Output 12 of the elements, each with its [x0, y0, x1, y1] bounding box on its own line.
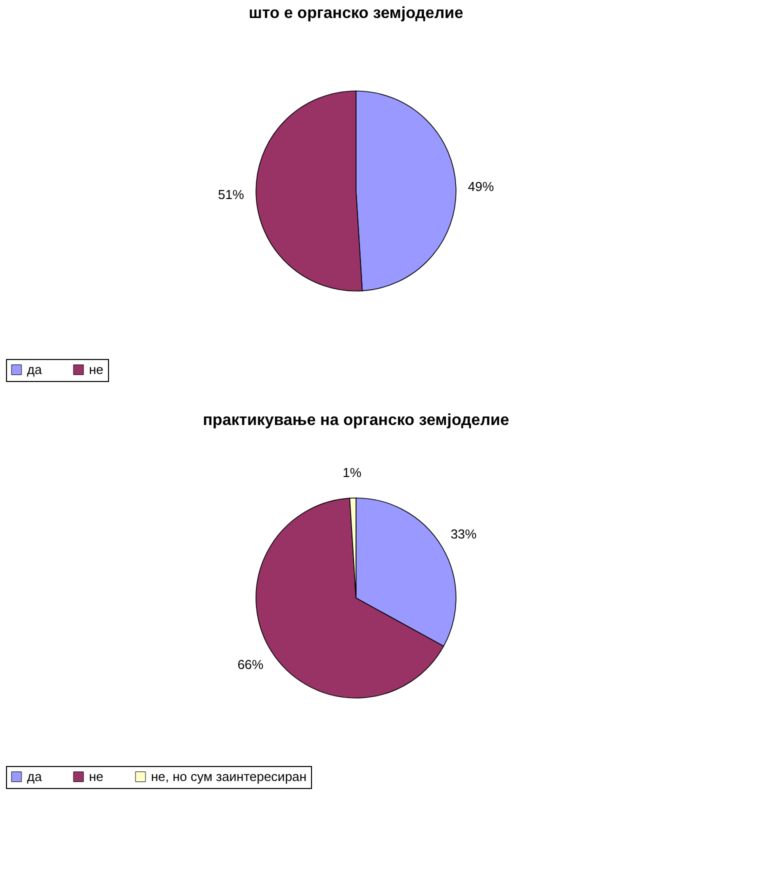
legend-label: не, но сум заинтересиран — [151, 768, 307, 784]
legend-label: не — [89, 362, 104, 377]
legend-label: да — [27, 768, 43, 784]
data-label: 49% — [468, 179, 494, 194]
chart-title: што е органско земјоделие — [248, 5, 464, 22]
data-label: 66% — [237, 656, 264, 672]
legend-label: не — [89, 768, 104, 784]
legend-label: да — [27, 362, 43, 377]
data-label: 33% — [450, 526, 478, 542]
data-label: 51% — [218, 186, 245, 202]
data-label: 1% — [342, 465, 362, 480]
chart-title: практикување на органско земјоделие — [202, 412, 510, 429]
